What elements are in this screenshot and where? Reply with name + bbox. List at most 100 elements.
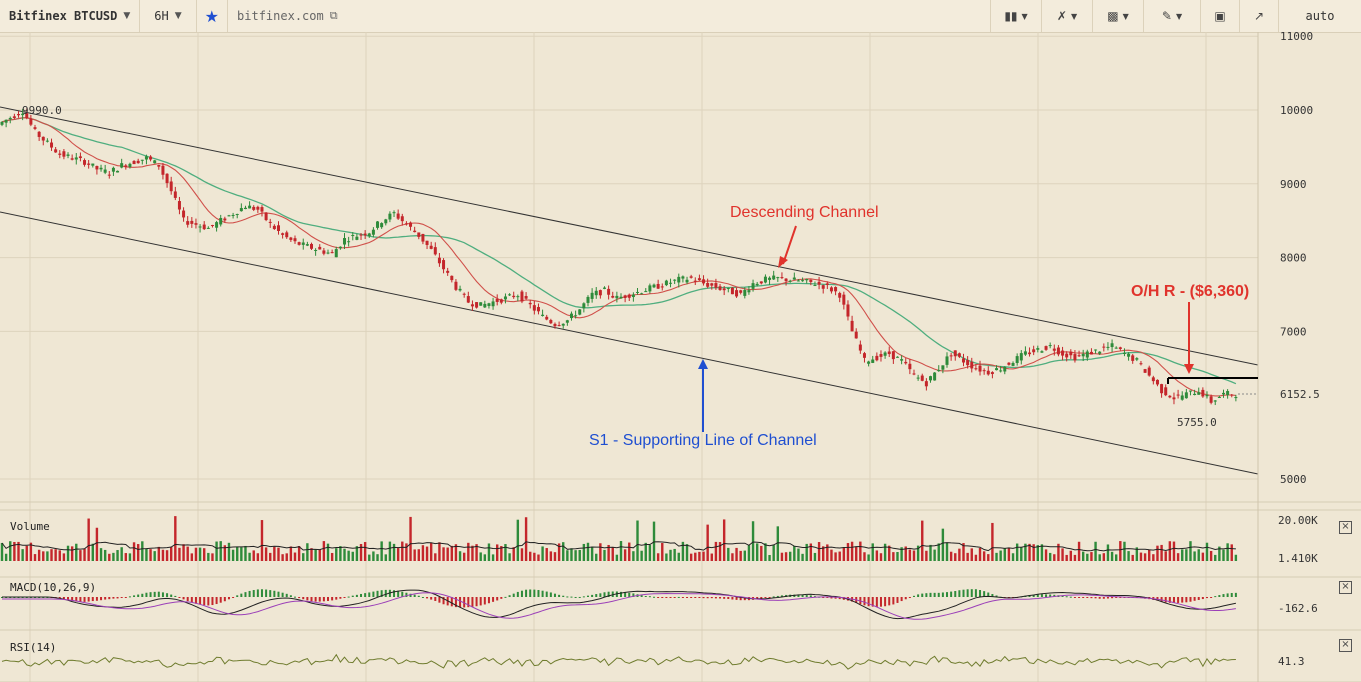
volume-bar (58, 550, 61, 561)
volume-bar (0, 542, 4, 561)
symbol-label: Bitfinex BTCUSD (9, 9, 118, 23)
macd-hist-bar (327, 597, 330, 601)
volume-close-icon[interactable]: × (1339, 521, 1352, 534)
rsi-close-icon[interactable]: × (1339, 639, 1352, 652)
candle-body (4, 119, 8, 123)
candle-body (50, 142, 54, 148)
symbol-selector[interactable]: Bitfinex BTCUSD ▼ (0, 0, 141, 32)
candle-body (140, 159, 144, 161)
volume-bar (219, 541, 222, 561)
volume-bar (145, 548, 148, 561)
descending-channel-annotation: Descending Channel (730, 204, 879, 221)
bar-style-button[interactable]: ▮▮ ▼ (990, 0, 1041, 32)
rsi-value-label: 41.3 (1278, 655, 1305, 668)
candle-body (1028, 352, 1032, 355)
favorite-button[interactable]: ★ (197, 0, 229, 32)
screenshot-button[interactable]: ▣ (1200, 0, 1239, 32)
volume-bar (132, 542, 136, 561)
macd-hist-bar (1115, 597, 1118, 598)
macd-hist-bar (475, 597, 478, 607)
candle-body (941, 365, 945, 370)
volume-bar (615, 554, 619, 561)
chart-type-button[interactable]: ▩ ▼ (1092, 0, 1143, 32)
volume-bar (735, 547, 738, 561)
arrow-head-icon (698, 359, 708, 369)
macd-hist-bar (801, 594, 804, 597)
scale-mode-button[interactable]: auto (1278, 0, 1361, 32)
draw-button[interactable]: ✎ ▼ (1143, 0, 1200, 32)
candle-body (396, 213, 400, 219)
y-tick-label: 7000 (1280, 325, 1307, 338)
candle-body (173, 191, 177, 198)
interval-selector[interactable]: 6H ▼ (140, 0, 197, 32)
candle-body (190, 220, 194, 224)
macd-hist-bar (974, 589, 977, 597)
volume-bar (376, 554, 379, 561)
macd-hist-bar (871, 597, 874, 607)
site-link[interactable]: bitfinex.com ⧉ (228, 0, 347, 32)
macd-hist-bar (533, 589, 536, 597)
volume-bar (611, 546, 614, 561)
macd-hist-bar (1168, 597, 1171, 603)
macd-hist-bar (141, 593, 144, 597)
macd-hist-bar (314, 597, 317, 602)
candle-body (669, 282, 673, 284)
volume-bar (141, 541, 144, 561)
macd-hist-bar (607, 591, 610, 597)
volume-bar (797, 548, 800, 561)
indicator-icon: ✗ (1056, 9, 1067, 23)
macd-hist-bar (62, 597, 65, 600)
volume-bar (1193, 551, 1196, 561)
macd-hist-bar (1226, 593, 1229, 597)
candle-body (29, 118, 33, 125)
candle-body (619, 296, 623, 299)
volume-bar (1077, 541, 1081, 561)
macd-hist-bar (805, 595, 808, 597)
candle-body (532, 305, 536, 311)
candle-body (120, 163, 124, 168)
volume-bar (194, 547, 198, 561)
volume-bar (215, 541, 218, 561)
candle-body (561, 323, 565, 326)
candle-body (813, 285, 817, 287)
macd-hist-bar (884, 597, 887, 607)
volume-bar (413, 549, 416, 561)
candle-body (417, 232, 421, 237)
price-chart[interactable]: 11000 10000 9000 8000 7000 6152.5 5000 Volume 2… (0, 32, 1361, 682)
candle-body (268, 221, 272, 223)
macd-hist-bar (686, 597, 689, 598)
candle-body (182, 210, 186, 218)
candle-body (702, 279, 706, 284)
fullscreen-button[interactable]: ↗ (1239, 0, 1278, 32)
candle-body (693, 280, 697, 282)
macd-hist-bar (244, 592, 247, 597)
candle-body (433, 247, 437, 255)
candle-body (536, 307, 540, 312)
macd-hist-bar (108, 597, 111, 600)
volume-bar (1123, 541, 1126, 561)
volume-bar (768, 554, 771, 561)
indicator-button[interactable]: ✗ ▼ (1041, 0, 1092, 32)
macd-hist-bar (657, 597, 660, 598)
macd-hist-bar (719, 597, 722, 599)
candle-body (1143, 369, 1147, 373)
volume-bar (46, 551, 49, 561)
macd-close-icon[interactable]: × (1339, 581, 1352, 594)
volume-bar (454, 544, 458, 561)
volume-bar (784, 552, 788, 561)
candle-body (916, 377, 920, 379)
volume-bar (846, 543, 850, 561)
volume-bar (706, 524, 709, 561)
candle-body (1122, 352, 1126, 354)
macd-hist-bar (269, 590, 272, 597)
price-axis: 11000 10000 9000 8000 7000 6152.5 5000 (1257, 32, 1320, 682)
volume-bar (458, 551, 462, 561)
candle-body (169, 181, 173, 192)
candle-body (421, 233, 425, 242)
candle-body (1147, 367, 1151, 376)
candle-body (602, 287, 606, 289)
macd-hist-bar (355, 594, 358, 597)
candle-body (8, 117, 12, 120)
y-tick-label: 11000 (1280, 32, 1313, 43)
volume-bar (1172, 541, 1176, 561)
